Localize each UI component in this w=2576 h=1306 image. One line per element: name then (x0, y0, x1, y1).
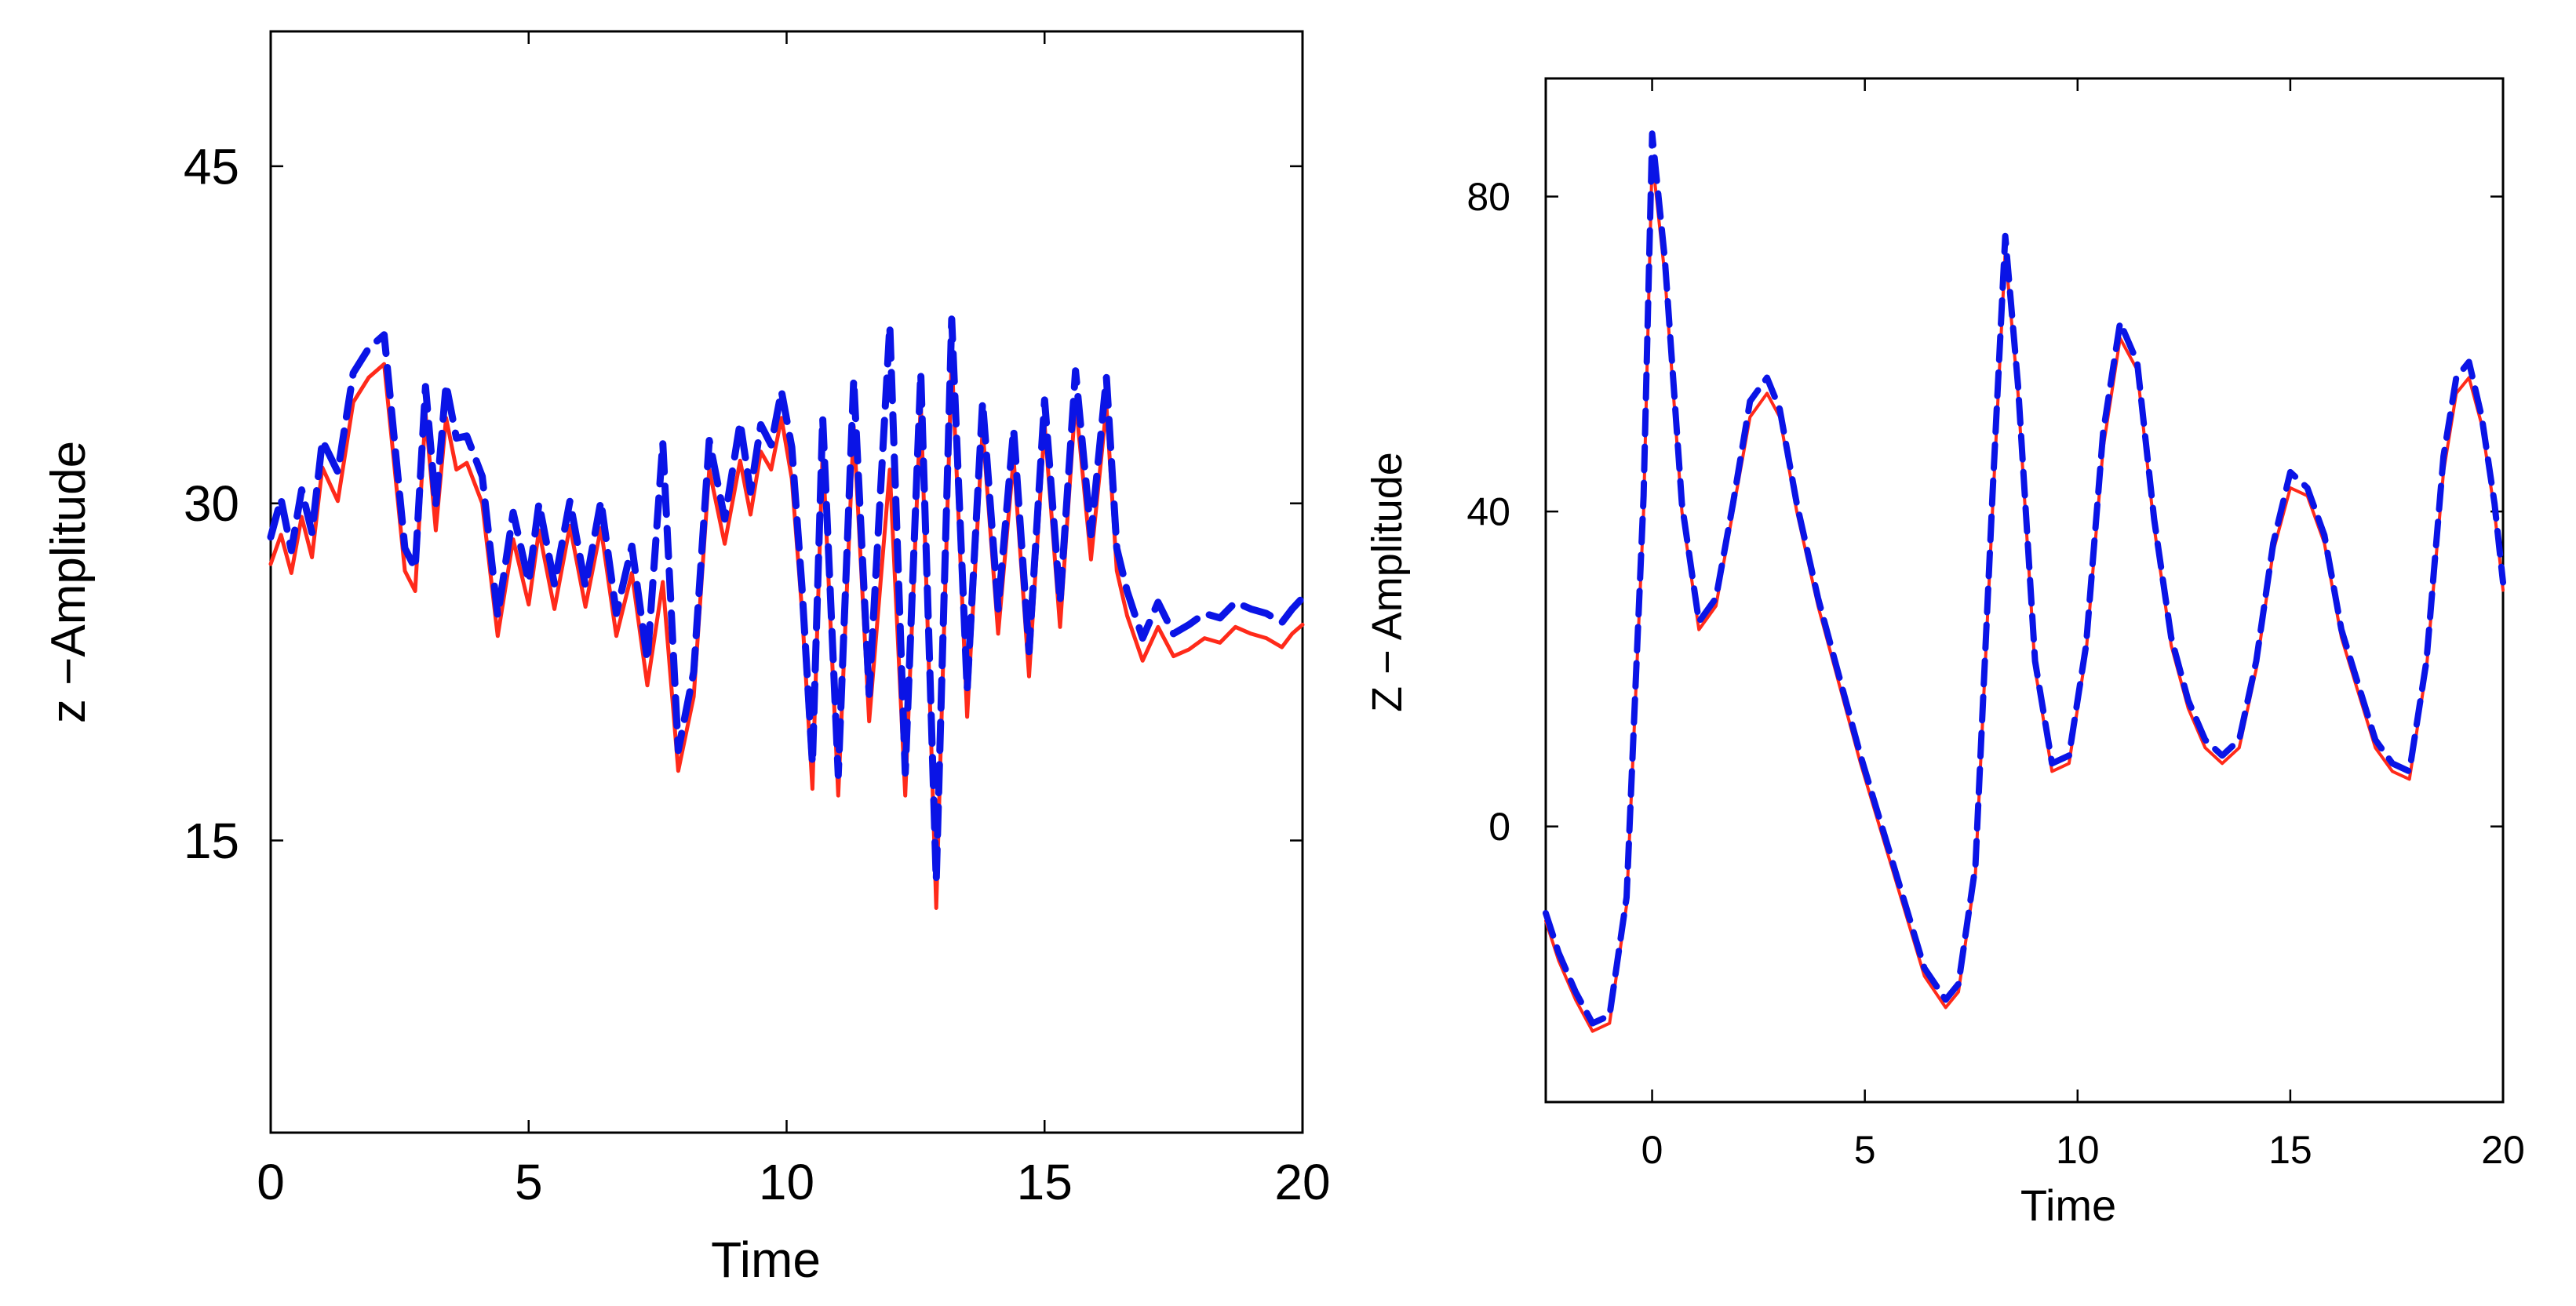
right-series-dashed (1543, 130, 2506, 1027)
right-y-tick-label: 0 (1488, 805, 1510, 849)
left-tick-label-group: 0 5 10 15 20 15 30 45 (184, 138, 1331, 1210)
right-x-tick-label: 10 (2056, 1128, 2100, 1172)
chart-left: 0 5 10 15 20 15 30 45 Time z −Amplitude (42, 30, 1331, 1288)
left-y-axis-title: z −Amplitude (42, 441, 96, 723)
left-series-dashed (267, 315, 1306, 885)
left-x-tick-label: 0 (257, 1154, 285, 1210)
left-y-tick-label: 45 (184, 138, 239, 195)
right-x-axis-title: Time (2020, 1180, 2116, 1230)
left-y-tick-label: 15 (184, 813, 239, 869)
right-x-tick-label: 15 (2268, 1128, 2312, 1172)
right-y-tick-label: 40 (1467, 490, 1510, 534)
left-x-tick-label: 15 (1017, 1154, 1073, 1210)
left-y-tick-label: 30 (184, 475, 239, 532)
right-x-tick-label: 20 (2481, 1128, 2525, 1172)
left-series-group (267, 315, 1306, 910)
left-tick-group (269, 31, 1304, 1133)
left-x-tick-label: 20 (1274, 1154, 1330, 1210)
right-x-tick-label: 5 (1854, 1128, 1876, 1172)
right-series-group (1543, 130, 2506, 1033)
left-x-tick-label: 5 (515, 1154, 543, 1210)
left-x-axis-title: Time (711, 1231, 821, 1288)
right-y-tick-label: 80 (1467, 175, 1510, 219)
right-x-tick-label: 0 (1641, 1128, 1663, 1172)
right-y-axis-title: Z − Amplitude (1364, 452, 1411, 712)
right-tick-label-group: 0 5 10 15 20 0 40 80 (1467, 175, 2524, 1172)
chart-right: 0 5 10 15 20 0 40 80 Time Z − Amplitude (1364, 77, 2525, 1230)
left-x-tick-label: 10 (759, 1154, 814, 1210)
